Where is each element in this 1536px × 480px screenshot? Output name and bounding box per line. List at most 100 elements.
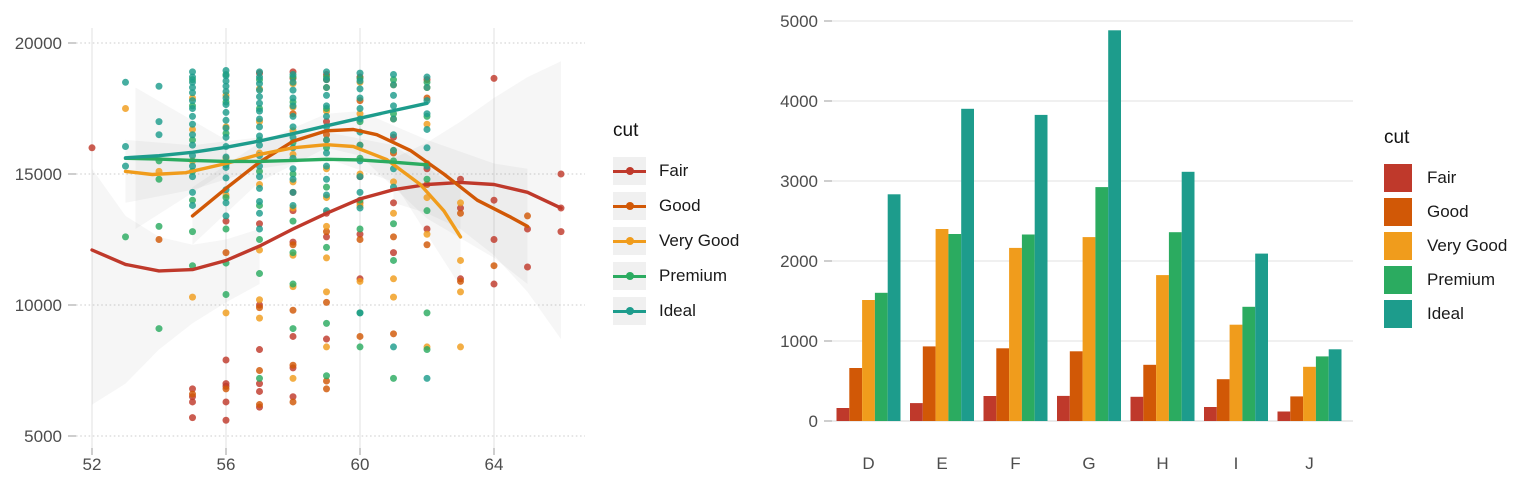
scatter-point: [323, 162, 330, 170]
bar: [836, 408, 850, 421]
scatter-point: [189, 201, 196, 209]
scatter-point: [289, 123, 297, 131]
scatter-point: [390, 330, 397, 338]
scatter-point: [155, 82, 163, 90]
scatter-point: [289, 165, 297, 173]
legend-item: Ideal: [1384, 300, 1507, 328]
scatter-point: [189, 293, 196, 301]
y-axis-tick-label: 20000: [15, 34, 62, 53]
bar: [996, 348, 1010, 421]
scatter-point: [222, 174, 230, 182]
x-axis-tick-label: F: [1010, 454, 1020, 473]
bar: [874, 292, 888, 421]
x-axis-tick-label: 64: [485, 455, 504, 474]
legend-smooth-key: [613, 262, 646, 290]
bar: [1204, 407, 1217, 421]
x-axis-tick-label: H: [1156, 454, 1168, 473]
scatter-point: [189, 414, 196, 422]
scatter-point: [222, 199, 230, 207]
scatter-point: [189, 398, 196, 406]
bar: [1069, 351, 1083, 421]
smooth-line: [90, 180, 563, 273]
smooth-line: [190, 127, 530, 229]
y-axis-tick-label: 1000: [780, 332, 818, 351]
scatter-point: [222, 87, 230, 95]
scatter-point: [423, 241, 431, 249]
scatter-point: [256, 236, 263, 243]
bar: [1303, 366, 1316, 421]
scatter-point: [256, 80, 263, 88]
scatter-point: [222, 249, 230, 257]
scatter-point: [390, 293, 397, 301]
legend-fill-swatch: [1384, 232, 1412, 260]
scatter-point: [155, 325, 163, 333]
x-axis-tick-label: E: [936, 454, 947, 473]
bar: [935, 229, 949, 421]
scatter-point: [256, 296, 263, 304]
scatter-point: [222, 82, 230, 90]
scatter-point: [423, 346, 431, 354]
legend-item-label: Very Good: [1427, 236, 1508, 255]
scatter-point: [457, 288, 464, 296]
scatter-point: [256, 225, 263, 233]
scatter-point: [323, 136, 330, 144]
scatter-point: [323, 319, 330, 327]
scatter-point: [256, 167, 263, 175]
bar: [1021, 234, 1035, 421]
scatter-point: [122, 78, 129, 86]
bar: [983, 396, 997, 421]
scatter-point: [256, 115, 263, 123]
scatter-point: [256, 86, 263, 94]
bar: [1009, 247, 1022, 421]
scatter-point: [356, 110, 364, 118]
scatter-point: [356, 173, 364, 181]
scatter-point: [390, 374, 397, 382]
scatter-point: [289, 361, 297, 369]
bar: [1290, 396, 1304, 421]
scatter-point: [256, 123, 263, 131]
scatter-point: [323, 102, 330, 110]
scatter-point: [390, 178, 397, 186]
scatter-point: [323, 243, 330, 251]
scatter-point: [189, 89, 196, 97]
legend-item-label: Very Good: [659, 231, 740, 250]
scatter-point: [256, 374, 263, 382]
bar: [922, 346, 936, 421]
scatter-point: [390, 91, 397, 99]
legend-point-swatch: [625, 202, 634, 210]
legend-item-label: Premium: [1427, 270, 1496, 289]
scatter-point: [222, 309, 230, 317]
scatter-point: [222, 416, 230, 424]
scatter-point: [256, 93, 263, 101]
y-axis-tick-label: 3000: [780, 172, 818, 191]
scatter-point: [222, 385, 230, 393]
scatter-point: [423, 120, 431, 128]
scatter-point: [323, 118, 330, 126]
scatter-point: [323, 175, 330, 183]
scatter-point: [289, 102, 297, 110]
scatter-point: [356, 188, 364, 196]
bar: [948, 234, 962, 421]
bar: [1095, 187, 1109, 421]
scatter-point: [390, 102, 397, 110]
scatter-point: [289, 188, 297, 196]
scatter-point: [189, 125, 196, 133]
legend-item: Fair: [1384, 164, 1507, 192]
scatter-point: [289, 94, 297, 102]
bar: [1328, 349, 1342, 421]
scatter-point: [256, 367, 263, 374]
scatter-point: [289, 332, 297, 340]
bar: [862, 300, 875, 421]
scatter-point: [457, 199, 464, 207]
bar: [1168, 232, 1182, 421]
scatter-point: [222, 72, 230, 80]
scatter-point: [457, 256, 464, 264]
scatter-point: [189, 173, 196, 181]
scatter-point: [323, 343, 330, 351]
scatter-point: [390, 209, 397, 217]
scatter-point: [323, 298, 330, 306]
scatter-point: [323, 91, 330, 99]
scatter-point: [390, 220, 397, 228]
scatter-point: [323, 183, 330, 191]
